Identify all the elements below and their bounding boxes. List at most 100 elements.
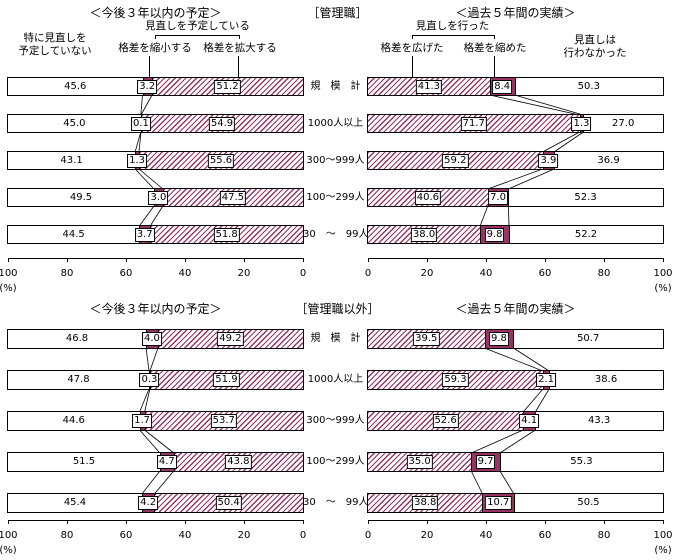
bar-plan-managers-row-3: 49.5 3.0 47.5 <box>7 188 304 207</box>
axis-tick <box>545 520 546 524</box>
axis-tick-label: 0 <box>364 268 372 279</box>
series-connector-lines <box>479 94 584 227</box>
label-not-reviewed: 見直しは 行わなかった <box>563 34 627 59</box>
data-label: 59.2 <box>442 153 469 168</box>
bar-plan-non-managers-row-0: 46.8 4.0 49.2 <box>7 329 304 349</box>
leader-line-narrowed-gap <box>494 56 495 78</box>
axis-tick <box>486 520 487 524</box>
axis-tick <box>185 520 186 524</box>
bar-plan-managers-row-4: 44.5 3.7 51.8 <box>7 225 304 244</box>
bar-result-managers-row-1: 71.7 1.3 27.0 <box>367 114 664 133</box>
axis-tick <box>126 520 127 524</box>
bar-result-managers-row-3: 40.6 7.0 52.3 <box>367 188 664 207</box>
data-label: 45.6 <box>63 80 88 93</box>
axis-tick-label: 80 <box>60 268 74 279</box>
category-label: 300～999人 <box>306 155 365 166</box>
category-label: 100～299人 <box>306 192 365 203</box>
data-label: 35.0 <box>406 455 433 469</box>
category-labels-bottom: 規 模 計 1000人以上 300～999人 100～299人 30 ～ 99人 <box>303 330 368 512</box>
category-label: 100～299人 <box>306 456 365 467</box>
axis-tick <box>126 258 127 262</box>
data-label: 0.3 <box>139 373 160 387</box>
label-expand-gap: 格差を拡大する <box>203 42 277 54</box>
segment-plain <box>513 330 663 348</box>
data-label: 39.5 <box>413 332 440 346</box>
axis-tick <box>368 258 369 262</box>
category-label: 1000人以上 <box>307 118 364 129</box>
data-label: 71.7 <box>460 116 487 131</box>
chart-plan-non-managers: 46.8 4.0 49.2 47.8 0.3 51.9 44.6 1.7 53.7 51.5 4.7… <box>7 329 304 513</box>
axis-tick <box>185 258 186 262</box>
data-label: 43.8 <box>225 455 252 469</box>
data-label: 7.0 <box>488 190 509 205</box>
data-label: 9.8 <box>484 227 505 242</box>
bar-result-managers-row-4: 38.0 9.8 52.2 <box>367 225 664 244</box>
category-label: 規 模 計 <box>310 333 361 344</box>
axis-line <box>8 520 303 521</box>
data-label: 40.6 <box>414 190 442 205</box>
data-label: 49.5 <box>68 191 94 204</box>
axis-tick <box>67 520 68 524</box>
axis-tick <box>427 520 428 524</box>
segment-plain <box>499 453 663 471</box>
series-connector-lines <box>139 347 175 495</box>
axis-tick <box>663 258 664 262</box>
segment-plain <box>514 494 663 512</box>
data-label: 43.1 <box>59 154 84 167</box>
data-label: 9.8 <box>489 332 509 346</box>
axis-tick-label: 20 <box>420 530 434 541</box>
data-label: 3.7 <box>134 227 155 242</box>
axis-tick-label: 40 <box>178 530 192 541</box>
axis-unit-label: (%) <box>654 545 672 556</box>
axis-line <box>8 258 303 259</box>
axis-tick <box>427 258 428 262</box>
category-label: 300～999人 <box>306 415 365 426</box>
data-label: 55.3 <box>569 456 594 468</box>
axis-tick-label: 20 <box>420 268 434 279</box>
data-label: 51.5 <box>71 456 97 468</box>
leader-line-shrink-gap <box>149 56 150 78</box>
axis-tick <box>8 258 9 262</box>
title-group-managers: ［管理職］ <box>307 6 368 20</box>
data-label: 52.2 <box>573 228 599 241</box>
data-label: 9.7 <box>475 455 496 469</box>
data-label: 1.3 <box>571 116 592 131</box>
data-label: 0.1 <box>130 116 151 131</box>
data-label: 8.4 <box>492 79 513 94</box>
axis-tick <box>244 520 245 524</box>
axis-plan-managers: 100 80 60 40 20 0 (%) <box>0 258 306 298</box>
chart-result-non-managers: 39.5 9.8 50.7 59.3 2.1 38.6 52.6 4.1 43.3 35.0 9.7… <box>367 329 664 513</box>
axis-tick-label: 60 <box>119 268 133 279</box>
data-label: 47.8 <box>66 374 91 386</box>
axis-tick-label: 20 <box>237 530 251 541</box>
axis-result-managers: 0 20 40 60 80 100 (%) <box>364 258 673 298</box>
chart-plan-managers: 45.6 3.2 51.2 45.0 0.1 54.9 43.1 1.3 55.6 49.5 3.0… <box>7 77 304 244</box>
data-label: 52.3 <box>573 191 598 204</box>
axis-tick-label: 80 <box>60 530 74 541</box>
axis-tick-label: 60 <box>538 268 552 279</box>
bar-result-non-managers-row-2: 52.6 4.1 43.3 <box>367 411 664 431</box>
chart-result-managers: 41.3 8.4 50.3 71.7 1.3 27.0 59.2 3.9 36.9 40.6 7.0… <box>367 77 664 244</box>
data-label: 1.7 <box>132 414 153 428</box>
segment-plain <box>508 189 662 206</box>
axis-tick-label: 100 <box>0 530 18 541</box>
data-label: 4.0 <box>142 332 162 346</box>
axis-tick-label: 100 <box>653 268 673 279</box>
title-result-managers: ＜過去５年間の実績＞ <box>455 6 576 20</box>
axis-tick <box>368 520 369 524</box>
title-result-non-managers: ＜過去５年間の実績＞ <box>455 302 576 316</box>
axis-tick <box>545 258 546 262</box>
bar-result-managers-row-2: 59.2 3.9 36.9 <box>367 151 664 170</box>
data-label: 50.5 <box>576 497 601 509</box>
axis-tick <box>8 520 9 524</box>
data-label: 4.2 <box>138 496 159 510</box>
data-label: 44.6 <box>61 415 86 427</box>
axis-tick-label: 60 <box>119 530 133 541</box>
title-plan-non-managers: ＜今後３年以内の予定＞ <box>89 302 222 316</box>
axis-tick <box>303 258 304 262</box>
axis-unit-label: (%) <box>0 283 17 294</box>
bar-result-non-managers-row-3: 35.0 9.7 55.3 <box>367 452 664 472</box>
data-label: 41.3 <box>415 79 443 94</box>
segment-plain <box>514 78 663 95</box>
